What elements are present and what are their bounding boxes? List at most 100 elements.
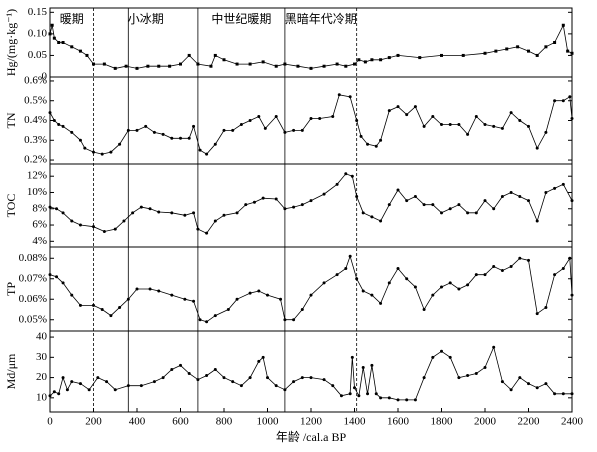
data-point <box>396 398 400 402</box>
data-point <box>57 41 61 44</box>
data-point <box>509 111 513 115</box>
data-point <box>161 376 165 380</box>
data-point <box>187 372 191 376</box>
y-tick-label: 0.08% <box>19 252 47 264</box>
y-tick-label: 6% <box>32 219 47 231</box>
data-point <box>70 380 74 384</box>
data-point <box>139 384 143 388</box>
data-point <box>61 211 65 215</box>
data-point <box>192 211 196 215</box>
data-point <box>57 122 61 126</box>
data-point <box>179 363 182 367</box>
data-point <box>561 267 565 271</box>
x-tick-label: 2000 <box>474 416 497 428</box>
data-point <box>379 58 383 62</box>
data-point <box>483 365 487 369</box>
data-point <box>274 64 278 68</box>
data-point <box>205 374 209 378</box>
data-point <box>359 134 363 138</box>
y-tick-label: 10 <box>36 391 48 403</box>
data-point <box>431 293 435 297</box>
y-tick-label: 0.4% <box>24 114 47 126</box>
data-point <box>431 203 435 207</box>
data-point <box>466 283 470 287</box>
data-point <box>474 372 478 376</box>
data-point <box>235 297 239 301</box>
x-tick-label: 1400 <box>344 416 367 428</box>
data-point <box>279 297 283 301</box>
data-point <box>396 267 400 271</box>
data-point <box>57 392 61 396</box>
data-point <box>179 62 182 66</box>
data-point <box>357 394 361 398</box>
data-point <box>457 203 461 207</box>
data-point <box>309 66 313 70</box>
data-point <box>422 376 426 380</box>
data-point <box>205 320 209 324</box>
data-point <box>152 130 156 134</box>
data-point <box>461 53 465 57</box>
data-point <box>350 355 354 359</box>
y-tick-label: 0 <box>42 71 48 83</box>
data-point <box>239 122 243 126</box>
data-point <box>527 258 530 262</box>
y-tick-label: 4% <box>32 235 47 247</box>
data-point <box>544 305 548 309</box>
data-point <box>148 207 152 211</box>
x-tick-label: 600 <box>172 416 189 428</box>
data-point <box>152 380 156 384</box>
data-point <box>440 285 443 289</box>
data-point <box>544 130 548 134</box>
data-point <box>518 195 522 199</box>
x-tick-label: 2400 <box>561 416 584 428</box>
data-point <box>168 64 172 68</box>
data-point <box>561 392 565 396</box>
data-point <box>261 355 265 359</box>
data-point <box>440 122 443 126</box>
data-point <box>387 203 391 207</box>
y-tick-label: 0.07% <box>19 272 47 284</box>
data-point <box>300 307 304 311</box>
y-tick-label: 10% <box>27 186 47 198</box>
data-point <box>518 119 522 122</box>
data-point <box>105 380 109 384</box>
data-point <box>335 273 339 277</box>
x-tick-label: 0 <box>47 416 53 428</box>
data-point <box>494 49 498 53</box>
data-point <box>87 388 91 392</box>
data-point <box>413 105 417 109</box>
data-point <box>405 277 409 281</box>
data-point <box>61 124 65 128</box>
data-point <box>335 182 339 186</box>
data-point <box>300 376 304 380</box>
data-point <box>52 36 56 40</box>
data-point <box>109 150 113 154</box>
data-point <box>405 398 409 402</box>
data-point <box>50 23 54 27</box>
data-point <box>187 53 191 57</box>
data-point <box>474 273 478 277</box>
period-label: 小冰期 <box>128 12 164 26</box>
data-point <box>213 314 217 318</box>
data-point <box>457 287 461 291</box>
data-point <box>222 376 226 380</box>
data-line <box>49 254 573 323</box>
data-point <box>363 60 367 64</box>
data-point <box>405 113 409 117</box>
data-point <box>274 384 278 388</box>
y-axis-label: TN <box>4 112 18 128</box>
data-point <box>379 396 383 400</box>
data-point <box>570 199 574 203</box>
data-point <box>348 95 352 99</box>
data-point <box>374 392 378 396</box>
data-point <box>492 345 496 349</box>
data-point <box>109 314 113 318</box>
data-point <box>161 132 165 136</box>
data-point <box>500 380 504 384</box>
data-point <box>78 303 82 307</box>
data-point <box>78 49 82 53</box>
data-point <box>113 227 117 231</box>
data-point <box>374 144 378 148</box>
data-point <box>257 359 261 363</box>
